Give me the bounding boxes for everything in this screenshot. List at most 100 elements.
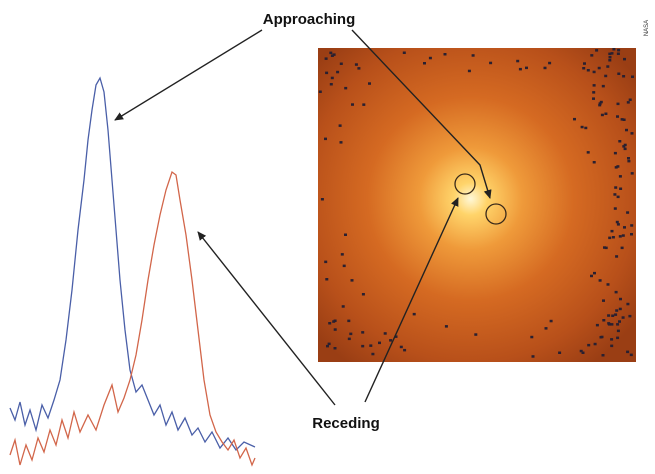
- speck: [343, 265, 346, 268]
- speck: [600, 101, 603, 104]
- speck: [593, 161, 596, 164]
- speck: [321, 198, 324, 201]
- speck: [351, 279, 354, 282]
- speck: [622, 316, 625, 319]
- speck: [596, 324, 599, 327]
- speck: [344, 87, 347, 90]
- speck: [590, 275, 593, 278]
- speck: [532, 355, 535, 358]
- speck: [413, 313, 416, 316]
- speck: [610, 323, 613, 326]
- speck: [369, 344, 372, 347]
- speck: [622, 75, 625, 78]
- speck: [606, 65, 609, 68]
- speck: [627, 157, 630, 160]
- speck: [626, 211, 629, 214]
- speck: [444, 53, 447, 56]
- speck: [384, 332, 387, 335]
- speck: [627, 101, 630, 104]
- speck: [612, 48, 615, 51]
- speck: [355, 63, 358, 66]
- speck: [378, 342, 381, 345]
- speck: [615, 291, 618, 294]
- speck: [621, 118, 624, 121]
- speck: [628, 315, 631, 318]
- speck: [319, 91, 322, 94]
- speck: [619, 188, 622, 191]
- speck: [623, 226, 626, 229]
- speck: [595, 49, 598, 52]
- speck: [582, 67, 585, 70]
- speck: [445, 325, 448, 328]
- speck: [608, 59, 611, 62]
- speck: [611, 315, 614, 318]
- speck: [592, 91, 595, 94]
- speck: [582, 352, 585, 355]
- nebula-image: [318, 48, 636, 362]
- approaching-spectrum: [10, 78, 255, 450]
- speck: [330, 83, 333, 86]
- speck: [622, 234, 625, 237]
- speck: [609, 56, 612, 59]
- speck: [368, 82, 371, 85]
- speck: [627, 160, 630, 163]
- speck: [604, 75, 607, 78]
- speck: [324, 138, 327, 141]
- speck: [573, 118, 576, 121]
- speck: [608, 53, 611, 56]
- speck: [626, 303, 629, 306]
- speck: [339, 124, 342, 127]
- speck: [593, 84, 596, 87]
- speck: [610, 345, 613, 348]
- speck: [348, 338, 351, 341]
- speck: [626, 351, 629, 354]
- speck: [616, 323, 619, 326]
- speck: [613, 193, 616, 196]
- speck: [329, 52, 332, 55]
- speck: [519, 68, 522, 71]
- speck: [607, 283, 610, 286]
- speck: [607, 314, 610, 317]
- speck: [340, 141, 343, 144]
- speck: [331, 77, 334, 80]
- speck: [617, 49, 620, 52]
- speck: [612, 236, 615, 239]
- speck: [629, 99, 632, 102]
- speck: [587, 69, 590, 72]
- speck: [614, 207, 617, 210]
- speck: [616, 165, 619, 168]
- speck: [630, 233, 633, 236]
- speck: [548, 62, 551, 65]
- label-approaching: Approaching: [263, 11, 356, 28]
- speck: [604, 113, 607, 116]
- speck: [489, 62, 492, 64]
- speck: [611, 230, 614, 233]
- speck: [403, 52, 406, 55]
- speck: [602, 85, 605, 88]
- speck: [325, 72, 328, 75]
- speck: [334, 328, 337, 331]
- speck: [593, 71, 596, 74]
- speck: [619, 235, 622, 238]
- speck: [617, 223, 620, 226]
- speck: [351, 103, 354, 106]
- speck: [357, 67, 360, 70]
- speck: [631, 132, 634, 135]
- speck: [621, 247, 624, 250]
- speck: [618, 140, 621, 143]
- speck: [615, 255, 618, 258]
- speck: [516, 60, 519, 63]
- speck: [389, 339, 392, 342]
- speck: [617, 73, 620, 76]
- speck: [468, 70, 471, 73]
- speck: [590, 54, 593, 57]
- speck: [616, 115, 619, 118]
- speck: [545, 327, 548, 330]
- label-receding: Receding: [312, 415, 380, 432]
- speck: [403, 349, 406, 352]
- speck: [341, 253, 344, 256]
- speck: [400, 346, 403, 349]
- speck: [334, 347, 337, 350]
- speck: [525, 67, 528, 70]
- speck: [550, 320, 553, 323]
